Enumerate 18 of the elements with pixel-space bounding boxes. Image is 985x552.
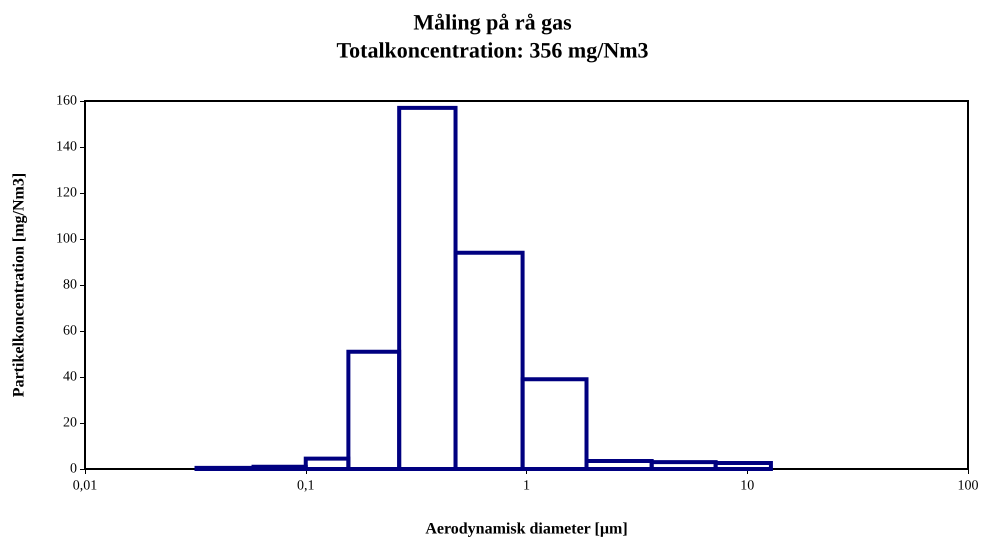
y-tick-label: 140: [56, 140, 77, 154]
chart-title: Måling på rå gas: [413, 10, 572, 34]
y-tick-label: 60: [63, 324, 77, 338]
y-axis-title: Partikelkoncentration [mg/Nm3]: [10, 172, 28, 398]
chart-subtitle: Totalkoncentration: 356 mg/Nm3: [336, 38, 649, 62]
x-tick-label: 10: [740, 478, 754, 494]
y-tick-label: 120: [56, 186, 77, 200]
x-tick-label: 1: [523, 478, 530, 494]
y-tick-label: 0: [70, 462, 77, 476]
y-tick-label: 160: [56, 94, 77, 108]
x-tick-label: 0,01: [72, 478, 98, 494]
y-tick-label: 40: [63, 370, 77, 384]
x-tick-label: 100: [958, 478, 978, 494]
x-tick-label: 0,1: [297, 478, 314, 494]
y-tick-label: 20: [63, 416, 77, 430]
y-tick-label: 80: [63, 278, 77, 292]
x-axis-title: Aerodynamisk diameter [µm]: [425, 520, 628, 538]
y-tick-label: 100: [56, 232, 77, 246]
